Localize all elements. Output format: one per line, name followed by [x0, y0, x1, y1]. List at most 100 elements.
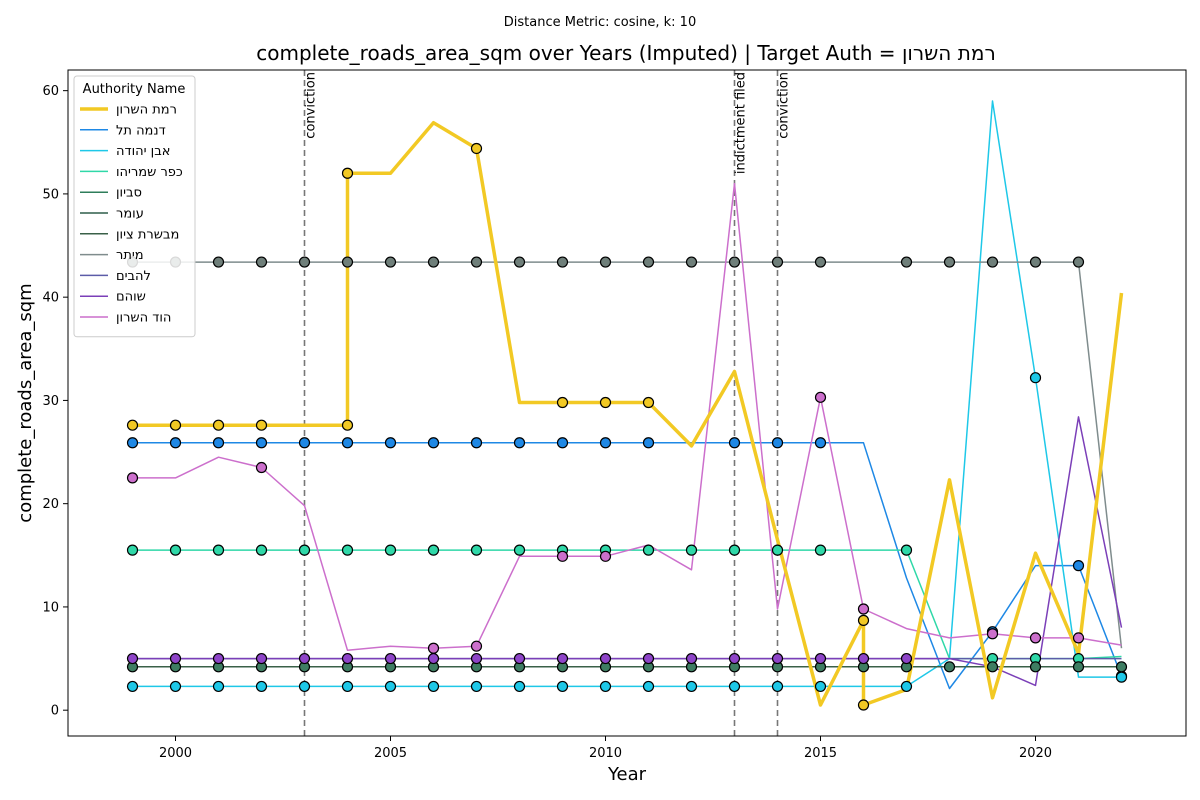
- data-point: [255, 419, 268, 431]
- data-point: [814, 544, 827, 556]
- data-point: [298, 680, 311, 693]
- chart-title: complete_roads_area_sqm over Years (Impu…: [256, 41, 996, 65]
- data-point: [599, 652, 612, 665]
- data-point: [470, 437, 483, 449]
- data-point: [599, 680, 612, 693]
- data-point: [728, 256, 741, 268]
- data-point: [169, 680, 182, 693]
- data-point: [685, 544, 698, 556]
- data-point: [1072, 256, 1085, 268]
- legend: Authority Name רמת השרון דנמה תל אבן יהודה כ…: [73, 75, 196, 338]
- data-point: [814, 437, 827, 449]
- y-tick-label: 50: [42, 187, 59, 202]
- data-point: [556, 437, 569, 449]
- data-point: [427, 437, 440, 449]
- y-tick-label: 30: [42, 394, 59, 409]
- series-line: [132, 416, 1123, 687]
- data-point: [126, 419, 139, 431]
- data-point: [771, 544, 784, 556]
- data-point: [212, 437, 225, 449]
- data-point: [986, 628, 999, 640]
- data-point: [556, 256, 569, 268]
- data-point: [169, 437, 182, 449]
- annotation-label: conviction: [777, 72, 792, 139]
- data-point: [857, 652, 870, 665]
- series-line: [132, 100, 1122, 688]
- data-point: [642, 544, 655, 556]
- y-tick-label: 60: [42, 84, 59, 99]
- data-point: [255, 652, 268, 665]
- data-point: [384, 652, 397, 665]
- data-point: [900, 680, 913, 693]
- data-point: [341, 419, 354, 431]
- data-point: [986, 661, 999, 673]
- legend-item: רמת השרון: [116, 103, 177, 118]
- data-point: [642, 396, 655, 409]
- data-point: [1072, 632, 1085, 644]
- data-point: [126, 652, 139, 665]
- data-point: [685, 652, 698, 665]
- data-point: [1072, 661, 1085, 673]
- data-point: [427, 256, 440, 268]
- data-point: [427, 642, 440, 654]
- data-point: [470, 544, 483, 556]
- data-point: [126, 680, 139, 693]
- data-point: [642, 652, 655, 665]
- data-point: [814, 652, 827, 665]
- data-point: [986, 256, 999, 268]
- plot-frame: [67, 69, 1187, 737]
- legend-item: אבן יהודה: [116, 144, 170, 159]
- y-tick-label: 10: [42, 600, 59, 615]
- data-point: [169, 652, 182, 665]
- data-point: [771, 652, 784, 665]
- x-tick-label: 2020: [1019, 746, 1052, 761]
- legend-item: להבים: [116, 269, 151, 284]
- y-tick-label: 0: [51, 704, 59, 719]
- data-point: [384, 437, 397, 449]
- data-point: [728, 680, 741, 693]
- data-point: [943, 661, 956, 673]
- data-point: [1029, 372, 1042, 384]
- data-point: [255, 437, 268, 449]
- data-point: [900, 652, 913, 665]
- data-point: [771, 256, 784, 268]
- data-point: [900, 256, 913, 268]
- data-point: [427, 544, 440, 556]
- data-point: [470, 256, 483, 268]
- data-point: [728, 544, 741, 556]
- data-point: [685, 680, 698, 693]
- y-tick-label: 20: [42, 497, 59, 512]
- data-point: [384, 256, 397, 268]
- data-point: [513, 680, 526, 693]
- plot-area: conviction indictment filed conviction: [126, 70, 1128, 736]
- data-point: [212, 652, 225, 665]
- data-point: [384, 680, 397, 693]
- legend-item: הוד השרון: [116, 311, 171, 326]
- data-point: [599, 550, 612, 562]
- series-line: [132, 442, 1123, 690]
- data-point: [728, 652, 741, 665]
- data-point: [1029, 256, 1042, 268]
- legend-item: דנמה תל: [116, 123, 166, 138]
- x-tick-label: 2000: [159, 746, 192, 761]
- data-point: [169, 419, 182, 431]
- data-point: [771, 437, 784, 449]
- data-point: [642, 680, 655, 693]
- legend-box: [73, 75, 196, 338]
- data-point: [814, 256, 827, 268]
- series-line: [132, 182, 1122, 652]
- data-point: [857, 614, 870, 626]
- data-point: [427, 680, 440, 693]
- data-point: [126, 472, 139, 484]
- annotation-label: conviction: [304, 72, 319, 139]
- data-point: [255, 461, 268, 474]
- data-point: [814, 391, 827, 403]
- series-line: [132, 261, 1123, 649]
- legend-item: עומר: [116, 207, 144, 222]
- data-point: [341, 680, 354, 693]
- data-point: [556, 550, 569, 562]
- data-point: [513, 256, 526, 268]
- data-point: [642, 437, 655, 449]
- data-point: [470, 142, 483, 155]
- data-point: [298, 256, 311, 268]
